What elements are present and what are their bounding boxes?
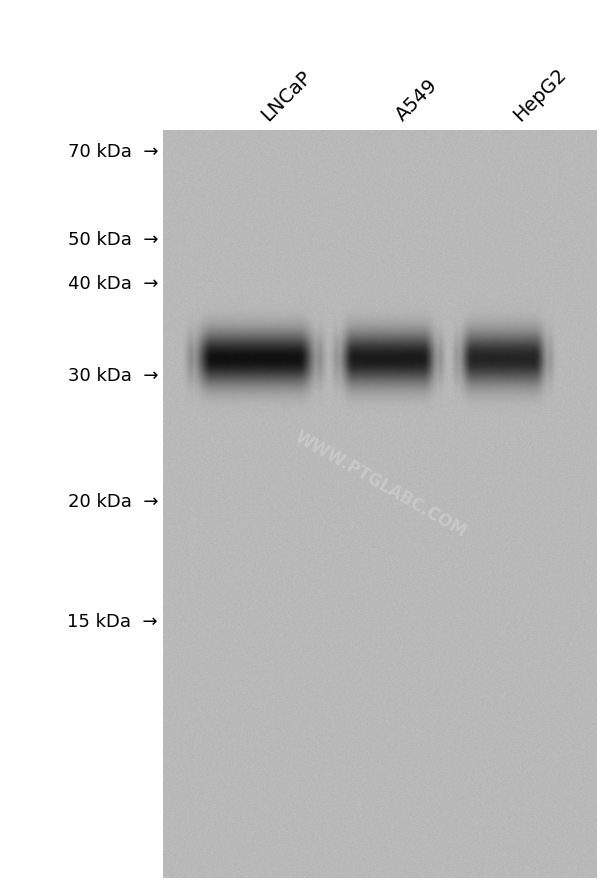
Text: A549: A549 [392, 76, 441, 125]
Text: 40 kDa  →: 40 kDa → [67, 275, 158, 293]
Text: 30 kDa  →: 30 kDa → [67, 367, 158, 385]
Text: HepG2: HepG2 [510, 64, 570, 125]
Text: 20 kDa  →: 20 kDa → [67, 493, 158, 511]
Text: 70 kDa  →: 70 kDa → [67, 143, 158, 161]
Text: WWW.PTGLABC.COM: WWW.PTGLABC.COM [291, 428, 469, 540]
Text: LNCaP: LNCaP [258, 68, 316, 125]
Text: 50 kDa  →: 50 kDa → [67, 231, 158, 249]
Text: 15 kDa  →: 15 kDa → [67, 613, 158, 631]
